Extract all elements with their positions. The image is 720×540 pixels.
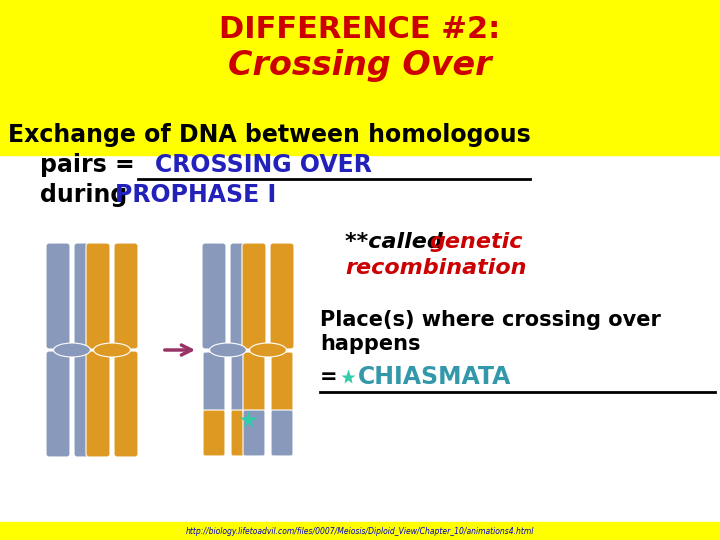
FancyBboxPatch shape [46,243,70,349]
FancyBboxPatch shape [46,351,70,457]
FancyBboxPatch shape [271,352,293,414]
FancyBboxPatch shape [86,243,110,349]
Text: http://biology.lifetoadvil.com/files/0007/Meiosis/Diploid_View/Chapter_10/animat: http://biology.lifetoadvil.com/files/000… [186,526,534,536]
Text: =: = [320,367,345,387]
FancyBboxPatch shape [271,410,293,456]
FancyBboxPatch shape [74,351,98,457]
Ellipse shape [250,343,287,357]
FancyBboxPatch shape [114,351,138,457]
Text: Exchange of DNA between homologous: Exchange of DNA between homologous [8,123,531,147]
Bar [0,522,720,540]
FancyBboxPatch shape [74,243,98,349]
FancyBboxPatch shape [242,243,266,349]
Text: during: during [40,183,135,207]
FancyBboxPatch shape [243,410,265,456]
FancyBboxPatch shape [203,410,225,456]
Text: happens: happens [320,334,420,354]
Text: Crossing Over: Crossing Over [228,49,492,82]
FancyBboxPatch shape [203,352,225,414]
Ellipse shape [94,343,130,357]
Bar [0,0,720,155]
Text: pairs =: pairs = [40,153,143,177]
Text: DIFFERENCE #2:: DIFFERENCE #2: [220,16,500,44]
Text: genetic: genetic [430,232,523,252]
FancyBboxPatch shape [202,243,226,349]
Text: CHIASMATA: CHIASMATA [358,365,511,389]
Text: CROSSING OVER: CROSSING OVER [155,153,372,177]
FancyBboxPatch shape [230,243,254,349]
FancyBboxPatch shape [86,351,110,457]
Text: PROPHASE I: PROPHASE I [115,183,276,207]
FancyBboxPatch shape [231,352,253,414]
FancyBboxPatch shape [243,352,265,414]
Text: recombination: recombination [345,258,526,278]
Text: **called: **called [345,232,451,252]
Text: Place(s) where crossing over: Place(s) where crossing over [320,310,661,330]
FancyBboxPatch shape [270,243,294,349]
FancyBboxPatch shape [231,410,253,456]
FancyBboxPatch shape [114,243,138,349]
Ellipse shape [53,343,91,357]
Ellipse shape [210,343,246,357]
